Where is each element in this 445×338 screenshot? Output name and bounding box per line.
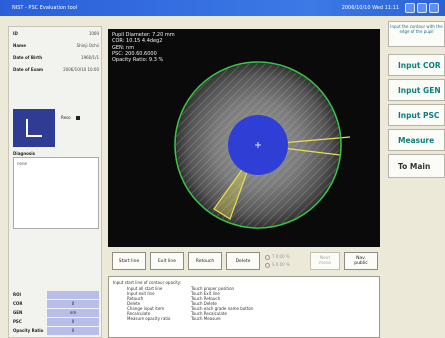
instructions-panel: Input start line of contour opacity: Inp…: [108, 276, 380, 338]
title-bar-status: 2006/10/10 Wed 11:11: [341, 5, 399, 11]
radio-icon: [265, 254, 270, 260]
eye-thumbnail[interactable]: [13, 109, 55, 147]
window-controls: [405, 3, 439, 13]
input-gen-button[interactable]: Input GEN: [388, 79, 445, 101]
instructions-heading: Input start line of contour opacity:: [113, 280, 182, 285]
reso-option[interactable]: Reso: [61, 115, 80, 120]
instruction-row: Measure opacity ratio Touch Measure: [127, 316, 221, 321]
instruction-row: Change input item Touch each grade name b…: [127, 306, 254, 311]
measure-opacity-ratio: Opacity Ratio 0: [13, 327, 99, 335]
patient-panel: ID 1000 Name Shinji Ochii Date of Birth …: [8, 26, 102, 338]
measure-roi: ROI: [13, 291, 99, 299]
center-crosshair-icon: [255, 142, 261, 148]
measure-gen: GEN nm: [13, 309, 99, 317]
field-name: Name Shinji Ochii: [13, 43, 99, 48]
roi-circle[interactable]: [174, 61, 342, 229]
diagnosis-label: Diagnosis: [13, 151, 35, 156]
left-eye-icon: [26, 119, 42, 137]
instruction-row: Retouch Touch Retouch: [127, 296, 221, 301]
app-body: ID 1000 Name Shinji Ochii Date of Birth …: [0, 16, 445, 338]
input-psc-button[interactable]: Input PSC: [388, 104, 445, 126]
start-line-button[interactable]: Start line: [112, 252, 146, 270]
lens-image: [174, 61, 351, 229]
retouch-button[interactable]: Retouch: [188, 252, 222, 270]
delete-button[interactable]: Delete: [226, 252, 260, 270]
instruction-row: Recalculate Touch Recalculate: [127, 311, 227, 316]
instruction-row: Delete Touch Delete: [127, 301, 217, 306]
exit-line-button[interactable]: Exit line: [150, 252, 184, 270]
radio-option-2[interactable]: S 0.00 %: [265, 262, 290, 268]
diagnosis-textarea[interactable]: none: [13, 157, 99, 229]
window-title: NIST - PSC Evaluation tool: [12, 5, 78, 11]
minimize-icon[interactable]: [405, 3, 415, 13]
instruction-row: Input all start line Touch proper positio…: [127, 286, 235, 291]
to-main-button[interactable]: To Main: [388, 154, 445, 178]
field-birth: Date of Birth 1960/1/1: [13, 55, 99, 60]
radio-icon: [265, 262, 270, 268]
field-id: ID 1000: [13, 31, 99, 36]
instruction-hint: Input the contour with the edge of the p…: [388, 21, 445, 47]
maximize-icon[interactable]: [417, 3, 427, 13]
measurement-overlay: Pupil Diameter: 7.20 mm COR: 10.15 4.4de…: [112, 32, 175, 64]
diagnosis-text: none: [17, 161, 27, 166]
close-icon[interactable]: [429, 3, 439, 13]
reso-indicator-icon: [75, 116, 80, 120]
measure-psc: PSC 0: [13, 318, 99, 326]
measure-button[interactable]: Measure: [388, 129, 445, 151]
measure-cor: COR 0: [13, 300, 99, 308]
input-cor-button[interactable]: Input COR: [388, 54, 445, 76]
radio-option-1[interactable]: T 0.00 %: [265, 254, 290, 260]
field-exam-date: Date of Exam 2006/10/10 10:00: [13, 67, 99, 72]
lens-image-viewport[interactable]: Pupil Diameter: 7.20 mm COR: 10.15 4.4de…: [108, 29, 380, 247]
title-bar: NIST - PSC Evaluation tool 2006/10/10 We…: [0, 0, 445, 16]
next-measure-button[interactable]: Next meas: [310, 252, 340, 270]
navigate-button[interactable]: Nav. public: [344, 252, 378, 270]
instruction-row: Input exit line Touch Exit line: [127, 291, 220, 296]
